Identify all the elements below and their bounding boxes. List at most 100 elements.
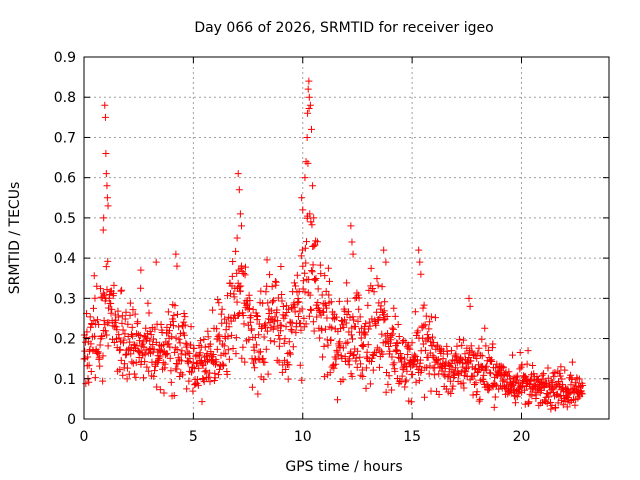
data-point <box>324 264 332 272</box>
data-point <box>274 294 282 302</box>
data-point <box>470 372 478 380</box>
data-point <box>453 342 461 350</box>
data-point <box>180 318 188 326</box>
data-point <box>439 355 447 363</box>
data-point <box>331 315 339 323</box>
data-point <box>468 347 476 355</box>
data-point <box>158 328 166 336</box>
data-point <box>290 279 298 287</box>
data-point <box>238 268 246 276</box>
data-point <box>103 182 111 190</box>
data-point <box>299 285 307 293</box>
data-point <box>211 374 219 382</box>
data-point <box>285 305 293 313</box>
data-point <box>373 275 381 283</box>
data-point <box>119 371 127 379</box>
data-point <box>220 342 228 350</box>
data-point <box>308 267 316 275</box>
data-point <box>86 346 94 354</box>
data-point <box>551 368 559 376</box>
y-tick-label: 0.7 <box>54 130 76 146</box>
data-point <box>151 325 159 333</box>
data-point <box>481 324 489 332</box>
data-point <box>526 381 534 389</box>
data-point <box>488 358 496 366</box>
data-point <box>390 304 398 312</box>
data-point <box>212 358 220 366</box>
data-point <box>357 360 365 368</box>
data-point <box>104 257 112 265</box>
data-point <box>423 363 431 371</box>
data-point <box>448 347 456 355</box>
data-point <box>99 352 107 360</box>
data-point <box>131 310 139 318</box>
data-point <box>272 278 280 286</box>
data-point <box>90 272 98 280</box>
data-point <box>422 312 430 320</box>
data-point <box>295 298 303 306</box>
data-point <box>377 302 385 310</box>
data-point <box>401 383 409 391</box>
data-point <box>434 356 442 364</box>
data-point <box>128 323 136 331</box>
data-point <box>349 250 357 258</box>
data-point <box>447 360 455 368</box>
data-point <box>443 350 451 358</box>
data-point <box>487 369 495 377</box>
data-point <box>420 301 428 309</box>
data-point <box>87 367 95 375</box>
data-point <box>256 348 264 356</box>
data-point <box>216 365 224 373</box>
data-point <box>139 338 147 346</box>
data-point <box>222 350 230 358</box>
data-point <box>298 246 306 254</box>
data-point <box>427 313 435 321</box>
data-point <box>268 283 276 291</box>
data-point <box>556 372 564 380</box>
data-point <box>325 291 333 299</box>
data-point <box>469 391 477 399</box>
data-point <box>123 364 131 372</box>
data-point <box>277 263 285 271</box>
data-point <box>262 288 270 296</box>
data-point <box>544 364 552 372</box>
data-point <box>108 305 116 313</box>
data-point <box>98 332 106 340</box>
data-point <box>228 331 236 339</box>
data-point <box>533 373 541 381</box>
data-point <box>446 363 454 371</box>
data-point <box>149 335 157 343</box>
data-point <box>415 377 423 385</box>
data-point <box>391 367 399 375</box>
data-point <box>302 158 310 166</box>
data-point <box>84 353 92 361</box>
y-tick-label: 0.1 <box>54 372 76 388</box>
data-point <box>362 320 370 328</box>
data-point <box>255 331 263 339</box>
data-point <box>263 327 271 335</box>
data-point <box>224 333 232 341</box>
data-point <box>400 355 408 363</box>
data-point <box>323 314 331 322</box>
data-point <box>358 366 366 374</box>
data-point <box>407 398 415 406</box>
x-tick-label: 0 <box>80 429 89 445</box>
data-point <box>103 194 111 202</box>
data-point <box>113 326 121 334</box>
data-point <box>275 342 283 350</box>
data-point <box>525 398 533 406</box>
data-point <box>579 381 587 389</box>
data-point <box>328 324 336 332</box>
data-point <box>334 396 342 404</box>
data-point <box>392 346 400 354</box>
data-point <box>465 294 473 302</box>
data-point <box>145 309 153 317</box>
data-point <box>161 360 169 368</box>
data-point <box>145 367 153 375</box>
data-point <box>289 343 297 351</box>
data-point <box>107 309 115 317</box>
data-point <box>332 355 340 363</box>
data-point <box>376 314 384 322</box>
data-point <box>475 397 483 405</box>
data-point <box>354 347 362 355</box>
